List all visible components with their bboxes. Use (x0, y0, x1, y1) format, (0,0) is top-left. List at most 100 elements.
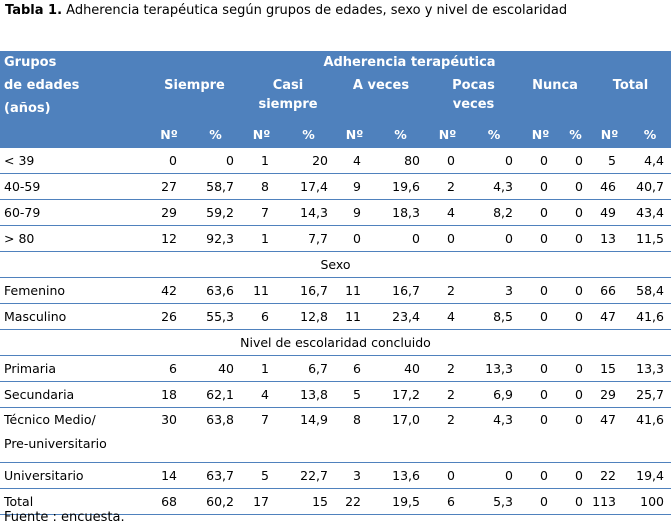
count-cell: 3 (335, 462, 374, 489)
percent-cell: 40 (190, 355, 241, 382)
percent-cell: 41,6 (629, 303, 671, 330)
count-cell: 0 (520, 225, 561, 252)
count-cell: 4 (335, 148, 374, 174)
count-cell: 66 (590, 277, 629, 304)
row-label: Total (0, 488, 148, 515)
table-row: Femenino 42 63,6 11 16,7 11 16,7 2 3 0 0 66 58,4 (0, 277, 671, 304)
subheader-spacer (0, 120, 148, 148)
count-cell: 2 (427, 277, 468, 304)
count-cell: 6 (427, 488, 468, 515)
percent-cell: 6,7 (282, 355, 335, 382)
percent-cell: 0 (561, 173, 590, 200)
percent-cell: 19,4 (629, 462, 671, 489)
count-cell: 9 (335, 173, 374, 200)
count-cell: 0 (520, 303, 561, 330)
percent-cell: 20 (282, 148, 335, 174)
a-veces-header: A veces (335, 74, 427, 97)
age-group-header-line: Grupos (4, 55, 57, 70)
table-header: Grupos de edades (años) Adherencia terap… (0, 51, 671, 148)
percent-cell: 18,3 (374, 199, 427, 226)
percent-cell: 0 (190, 148, 241, 174)
count-cell: 0 (520, 355, 561, 382)
percent-cell: 55,3 (190, 303, 241, 330)
percent-cell: 0 (468, 148, 520, 174)
percent-cell: 13,8 (282, 381, 335, 408)
percent-cell: 8,5 (468, 303, 520, 330)
table-row: Total 68 60,2 17 15 22 19,5 6 5,3 0 0 113 100 (0, 488, 671, 515)
percent-cell: 13,6 (374, 462, 427, 489)
pct-subheader: % (374, 120, 427, 148)
count-cell: 22 (590, 462, 629, 489)
sex-section-row: Sexo (0, 251, 671, 278)
count-cell: 113 (590, 488, 629, 515)
pct-subheader: % (190, 120, 241, 148)
count-cell: 14 (148, 462, 190, 489)
count-cell: 2 (427, 355, 468, 382)
percent-cell: 0 (561, 148, 590, 174)
row-label: Secundaria (0, 381, 148, 408)
percent-cell: 0 (561, 277, 590, 304)
percent-cell: 3 (468, 277, 520, 304)
percent-cell: 100 (629, 488, 671, 515)
percent-cell: 0 (561, 407, 590, 463)
percent-cell: 17,4 (282, 173, 335, 200)
subheader-row: Nº % Nº % Nº % Nº % Nº % Nº % (0, 120, 671, 148)
count-subheader: Nº (427, 120, 468, 148)
count-cell: 29 (590, 381, 629, 408)
percent-cell: 7,7 (282, 225, 335, 252)
pct-subheader: % (468, 120, 520, 148)
count-cell: 6 (241, 303, 282, 330)
count-cell: 8 (335, 407, 374, 463)
casi-siempre-header-line2: siempre (241, 97, 335, 120)
count-subheader: Nº (148, 120, 190, 148)
percent-cell: 58,4 (629, 277, 671, 304)
percent-cell: 43,4 (629, 199, 671, 226)
row-label: < 39 (0, 148, 148, 174)
percent-cell: 0 (468, 225, 520, 252)
count-cell: 26 (148, 303, 190, 330)
percent-cell: 58,7 (190, 173, 241, 200)
percent-cell: 40,7 (629, 173, 671, 200)
percent-cell: 63,7 (190, 462, 241, 489)
row-label: Técnico Medio/Pre-universitario (0, 407, 148, 463)
total-header: Total (590, 74, 671, 97)
count-cell: 0 (427, 462, 468, 489)
pct-subheader: % (561, 120, 590, 148)
row-label: Universitario (0, 462, 148, 489)
count-cell: 5 (590, 148, 629, 174)
count-cell: 0 (520, 462, 561, 489)
count-cell: 0 (427, 148, 468, 174)
count-cell: 9 (335, 199, 374, 226)
table-number: Tabla 1. (5, 3, 63, 18)
count-cell: 13 (590, 225, 629, 252)
count-cell: 0 (520, 148, 561, 174)
pct-subheader: % (282, 120, 335, 148)
age-group-header-line: de edades (4, 78, 80, 93)
count-cell: 0 (520, 407, 561, 463)
percent-cell: 5,3 (468, 488, 520, 515)
count-subheader: Nº (241, 120, 282, 148)
casi-siempre-header-line1: Casi (241, 74, 335, 97)
percent-cell: 11,5 (629, 225, 671, 252)
table-row: Primaria 6 40 1 6,7 6 40 2 13,3 0 0 15 13,3 (0, 355, 671, 382)
count-cell: 18 (148, 381, 190, 408)
count-cell: 30 (148, 407, 190, 463)
count-cell: 47 (590, 303, 629, 330)
count-cell: 49 (590, 199, 629, 226)
count-cell: 29 (148, 199, 190, 226)
percent-cell: 0 (561, 381, 590, 408)
percent-cell: 22,7 (282, 462, 335, 489)
siempre-header-spacer (148, 97, 241, 120)
table-row: > 80 12 92,3 1 7,7 0 0 0 0 0 0 13 11,5 (0, 225, 671, 252)
percent-cell: 0 (561, 199, 590, 226)
percent-cell: 0 (374, 225, 427, 252)
count-cell: 1 (241, 148, 282, 174)
age-group-header: Grupos de edades (años) (0, 51, 148, 120)
count-cell: 2 (427, 381, 468, 408)
count-subheader: Nº (335, 120, 374, 148)
row-label: 40-59 (0, 173, 148, 200)
count-cell: 11 (335, 277, 374, 304)
count-cell: 1 (241, 225, 282, 252)
percent-cell: 15 (282, 488, 335, 515)
pocas-veces-header-line1: Pocas (427, 74, 520, 97)
